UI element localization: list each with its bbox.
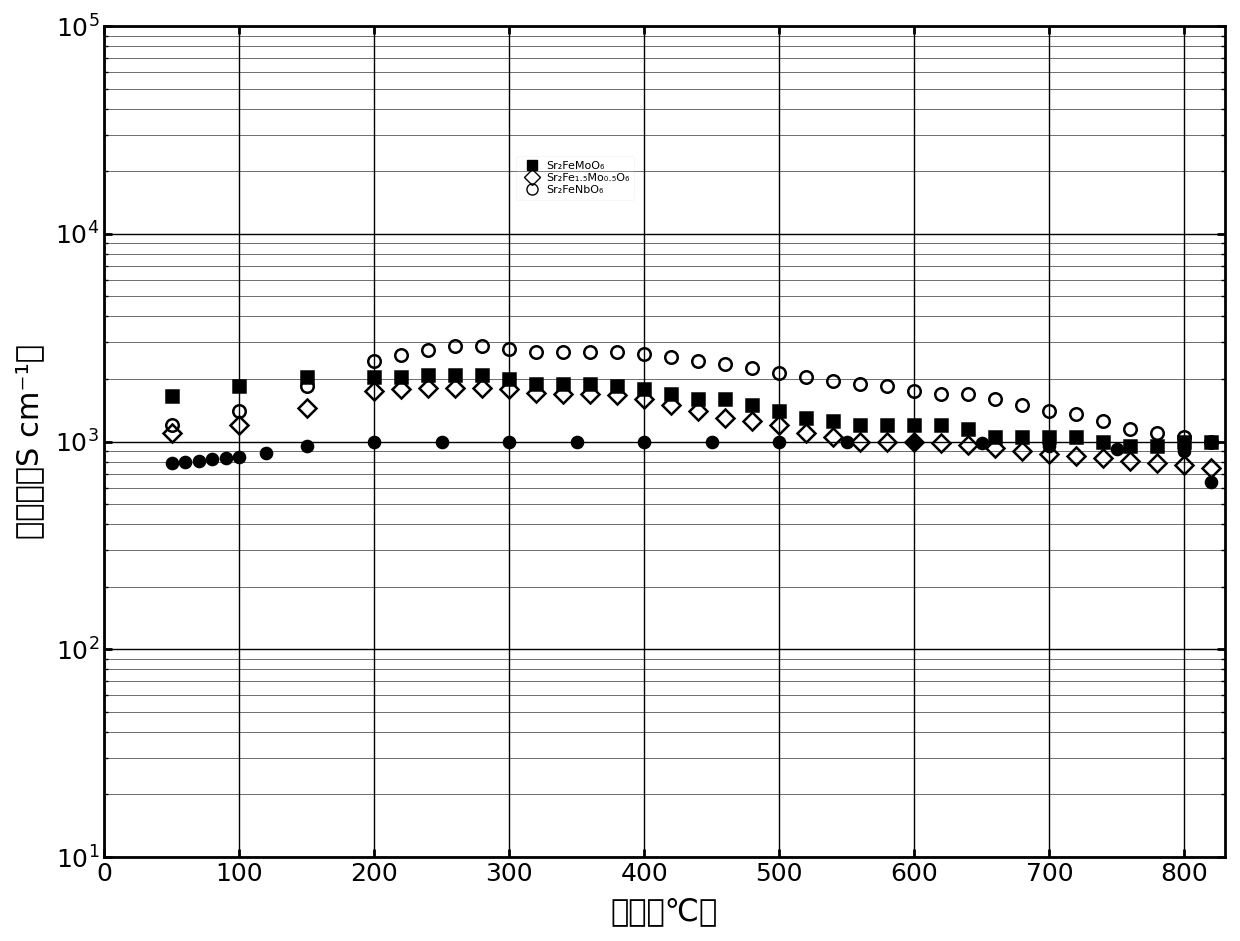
- Y-axis label: 电导率（S cm⁻¹）: 电导率（S cm⁻¹）: [15, 344, 43, 539]
- X-axis label: 温度（℃）: 温度（℃）: [611, 897, 718, 926]
- Legend: Sr₂FeMoO₆, Sr₂Fe₁.₅Mo₀.₅O₆, Sr₂FeNbO₆: Sr₂FeMoO₆, Sr₂Fe₁.₅Mo₀.₅O₆, Sr₂FeNbO₆: [516, 156, 634, 199]
